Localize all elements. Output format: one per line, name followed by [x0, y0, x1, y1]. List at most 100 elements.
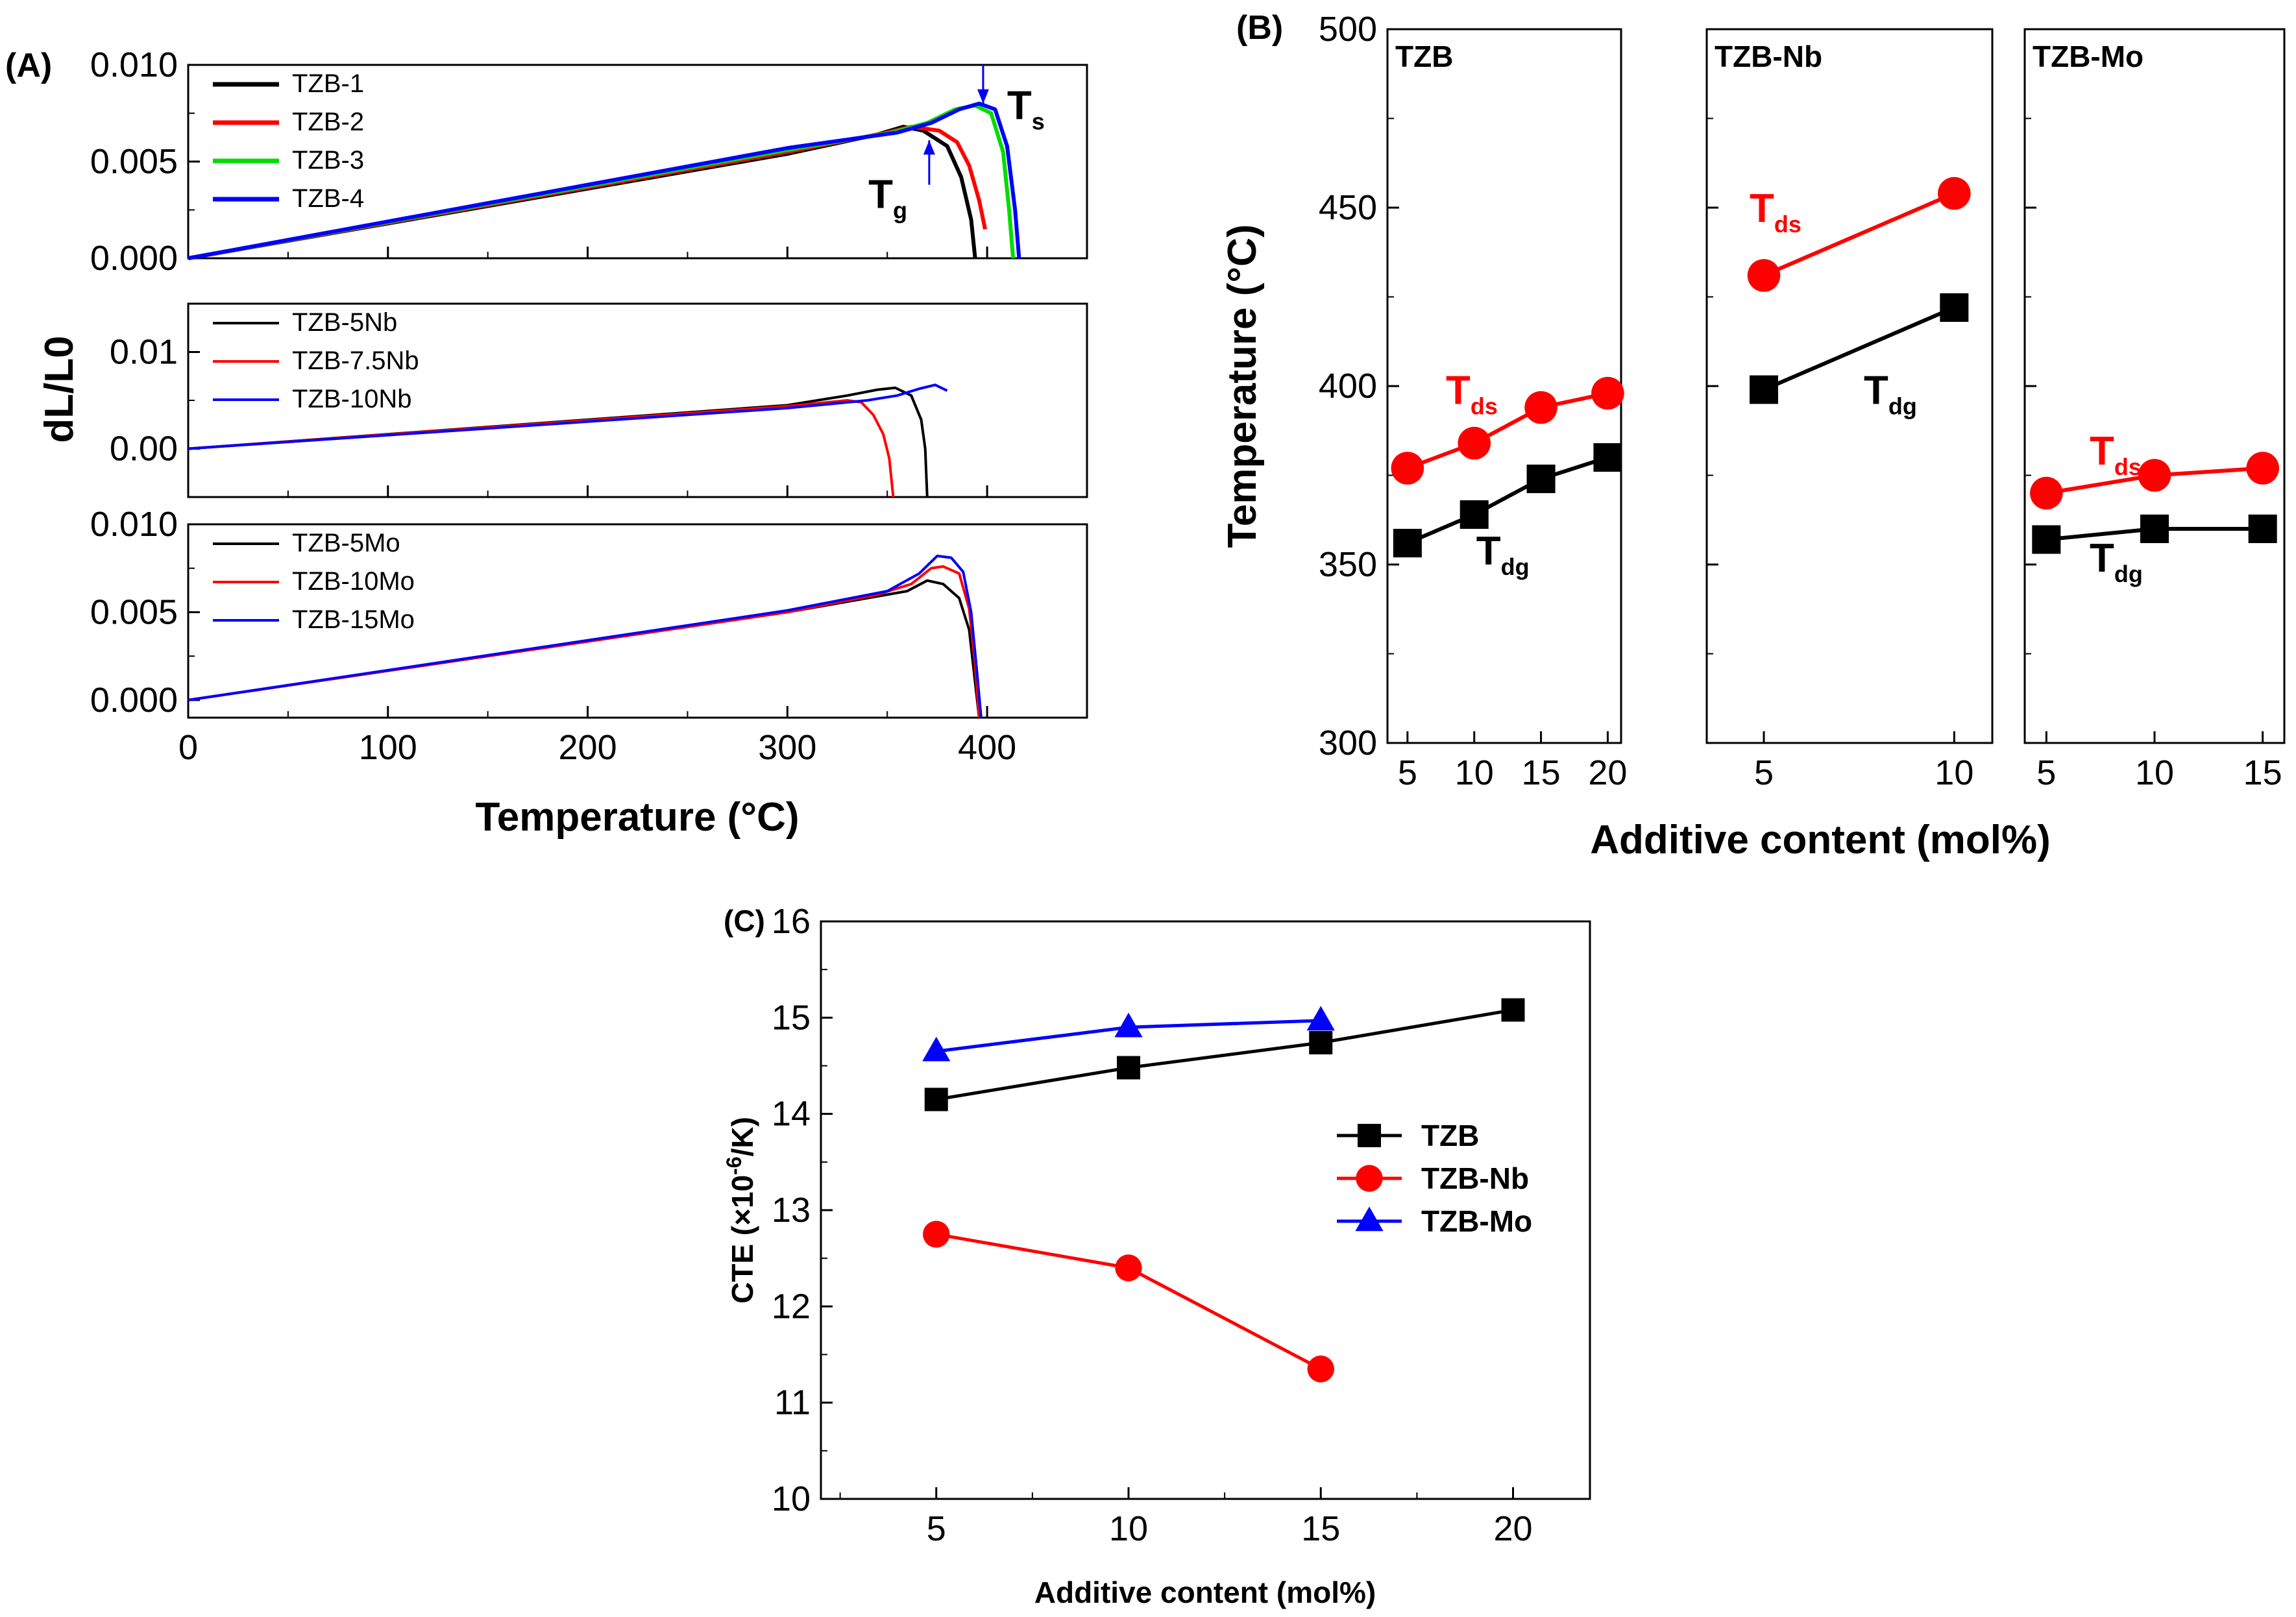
panel-b-Tds-point [1938, 176, 1971, 210]
annotation-arrow-g-head [923, 140, 935, 155]
panel-c-y-tick-label: 11 [774, 1383, 811, 1422]
panel-c-x-tick-label: 5 [927, 1509, 946, 1548]
panel-c-point-TZB [1309, 1030, 1333, 1054]
panel-b-Tdg-point [1459, 500, 1489, 529]
panel-b-y-tick-label: 350 [1319, 545, 1377, 584]
panel-a-y-tick-label: 0.010 [90, 45, 178, 84]
panel-c-legend-label-TZB: TZB [1421, 1119, 1479, 1152]
panel-c-point-TZB-Nb [923, 1221, 950, 1248]
panel-c-x-tick-label: 10 [1109, 1509, 1148, 1548]
panel-b-Tdg-point [2248, 515, 2277, 543]
panel-b-frame-TZB [1386, 28, 1622, 744]
panel-a-y-tick-label: 0.000 [90, 239, 178, 278]
legend-label-TZB-15Mo: TZB-15Mo [292, 605, 415, 634]
panel-c-legend-marker-TZB [1358, 1124, 1381, 1147]
panel-b-xlabel: Additive content (mol%) [1590, 818, 2051, 862]
panel-b-Tds-line [1763, 191, 1955, 278]
panel-c-point-TZB [924, 1088, 948, 1112]
panel-c-series-TZB-Nb [936, 1232, 1322, 1370]
panel-b-x-tick-label: 10 [1935, 753, 1973, 792]
legend-label-TZB-4: TZB-4 [292, 184, 364, 213]
panel-a-series-TZB-7.5Nb [188, 399, 895, 498]
panel-b-ylabel: Temperature (°C) [1220, 224, 1265, 548]
panel-b-Tds-point [2246, 452, 2279, 485]
annotation-Ts: Ts [1007, 83, 1045, 134]
panel-b-x-tick-label: 5 [2036, 753, 2056, 792]
panel-b-Tdg-label: Tdg [1476, 529, 1530, 580]
panel-a-x-tick-label: 200 [559, 728, 617, 767]
panel-b-Tds-point [1524, 391, 1557, 424]
panel-c-point-TZB-Mo [1306, 1006, 1335, 1031]
panel-c-point-TZB-Nb [1307, 1356, 1334, 1383]
panel-b-label: (B) [1236, 9, 1283, 47]
legend-label-TZB-5Mo: TZB-5Mo [292, 529, 400, 557]
panel-c-point-TZB [1501, 998, 1525, 1022]
annotation-Tg: Tg [868, 173, 907, 224]
panel-a-series-TZB-4 [188, 101, 1021, 260]
panel-c-y-tick-label: 15 [772, 998, 811, 1037]
panel-b-Tdg-point [1393, 529, 1422, 557]
panel-b-Tdg-label: Tdg [1864, 369, 1917, 420]
panel-b-title-TZB-Mo: TZB-Mo [2033, 40, 2143, 73]
panel-b-Tds-point [2138, 459, 2171, 492]
panel-b-x-tick-label: 20 [1588, 753, 1627, 792]
panel-b-x-tick-label: 10 [1455, 753, 1494, 792]
panel-a-series-TZB-5Mo [188, 579, 981, 718]
panel-c-point-TZB-Mo [1114, 1012, 1143, 1038]
panel-a-y-tick-label: 0.005 [90, 592, 178, 631]
panel-c-y-tick-label: 12 [772, 1287, 811, 1326]
legend-label-TZB-3: TZB-3 [292, 146, 364, 175]
legend-label-TZB-1: TZB-1 [292, 69, 364, 98]
panel-b-Tds-label: Tds [1446, 369, 1498, 420]
legend-label-TZB-10Nb: TZB-10Nb [292, 385, 412, 413]
panel-b-x-tick-label: 5 [1754, 753, 1774, 792]
panel-b-Tdg-line [1406, 456, 1609, 545]
panel-c-point-TZB [1117, 1056, 1140, 1080]
panel-b-y-tick-label: 500 [1319, 10, 1377, 49]
panel-b-Tdg-point [1593, 443, 1622, 472]
panel-c-point-TZB-Mo [922, 1036, 951, 1062]
panel-b-Tds-point [2030, 476, 2063, 510]
panel-b-Tdg-line [1763, 306, 1955, 392]
panel-b-Tds-label: Tds [2090, 429, 2142, 480]
panel-c-series-TZB [936, 1008, 1513, 1101]
panel-a-y-tick-label: 0.010 [90, 505, 178, 544]
panel-a-x-tick-label: 300 [758, 728, 816, 767]
panel-c-x-tick-label: 20 [1493, 1509, 1532, 1548]
panel-b-Tds-label: Tds [1750, 186, 1801, 237]
panel-b-y-tick-label: 450 [1319, 188, 1377, 227]
panel-a-series-TZB-15Mo [188, 554, 983, 718]
panel-c-label: (C) [724, 904, 765, 938]
panel-b-x-tick-label: 15 [1522, 753, 1561, 792]
panel-c-legend-label-TZB-Mo: TZB-Mo [1421, 1204, 1532, 1238]
panel-b-Tds-point [1458, 426, 1491, 460]
panel-b-Tds-point [1591, 376, 1624, 410]
panel-a-y-tick-label: 0.000 [90, 681, 178, 720]
panel-c-ylabel: CTE (×10-6/K) [722, 1117, 759, 1304]
panel-b-x-tick-label: 5 [1398, 753, 1417, 792]
panel-a-y-tick-label: 0.005 [90, 142, 178, 181]
panel-b-x-tick-label: 10 [2135, 753, 2174, 792]
panel-a-xlabel: Temperature (°C) [475, 795, 799, 840]
panel-b-Tdg-point [2032, 525, 2061, 554]
panel-b-Tdg-point [1526, 465, 1556, 493]
legend-label-TZB-5Nb: TZB-5Nb [292, 308, 397, 337]
panel-a-label: (A) [5, 47, 52, 84]
panel-b-Tds-line [1406, 391, 1609, 470]
panel-b-Tdg-point [1750, 375, 1778, 404]
legend-label-TZB-7.5Nb: TZB-7.5Nb [292, 346, 419, 375]
panel-c-x-tick-label: 15 [1301, 1509, 1340, 1548]
panel-b-x-tick-label: 15 [2243, 753, 2282, 792]
panel-a-ylabel: dL/L0 [37, 335, 82, 443]
panel-a-y-tick-label: 0.00 [110, 430, 178, 468]
panel-c-y-tick-label: 16 [772, 902, 811, 941]
legend-label-TZB-2: TZB-2 [292, 108, 364, 136]
annotation-arrow-s-head [977, 89, 989, 104]
panel-a-x-tick-label: 400 [958, 728, 1016, 767]
panel-b-y-tick-label: 300 [1319, 723, 1377, 762]
panel-b-Tds-point [1391, 452, 1424, 485]
panel-a-series-TZB-10Mo [188, 565, 981, 718]
panel-a-frame-3 [187, 523, 1088, 719]
panel-b-Tds-point [1747, 259, 1781, 292]
panel-b-title-TZB-Nb: TZB-Nb [1715, 40, 1822, 73]
